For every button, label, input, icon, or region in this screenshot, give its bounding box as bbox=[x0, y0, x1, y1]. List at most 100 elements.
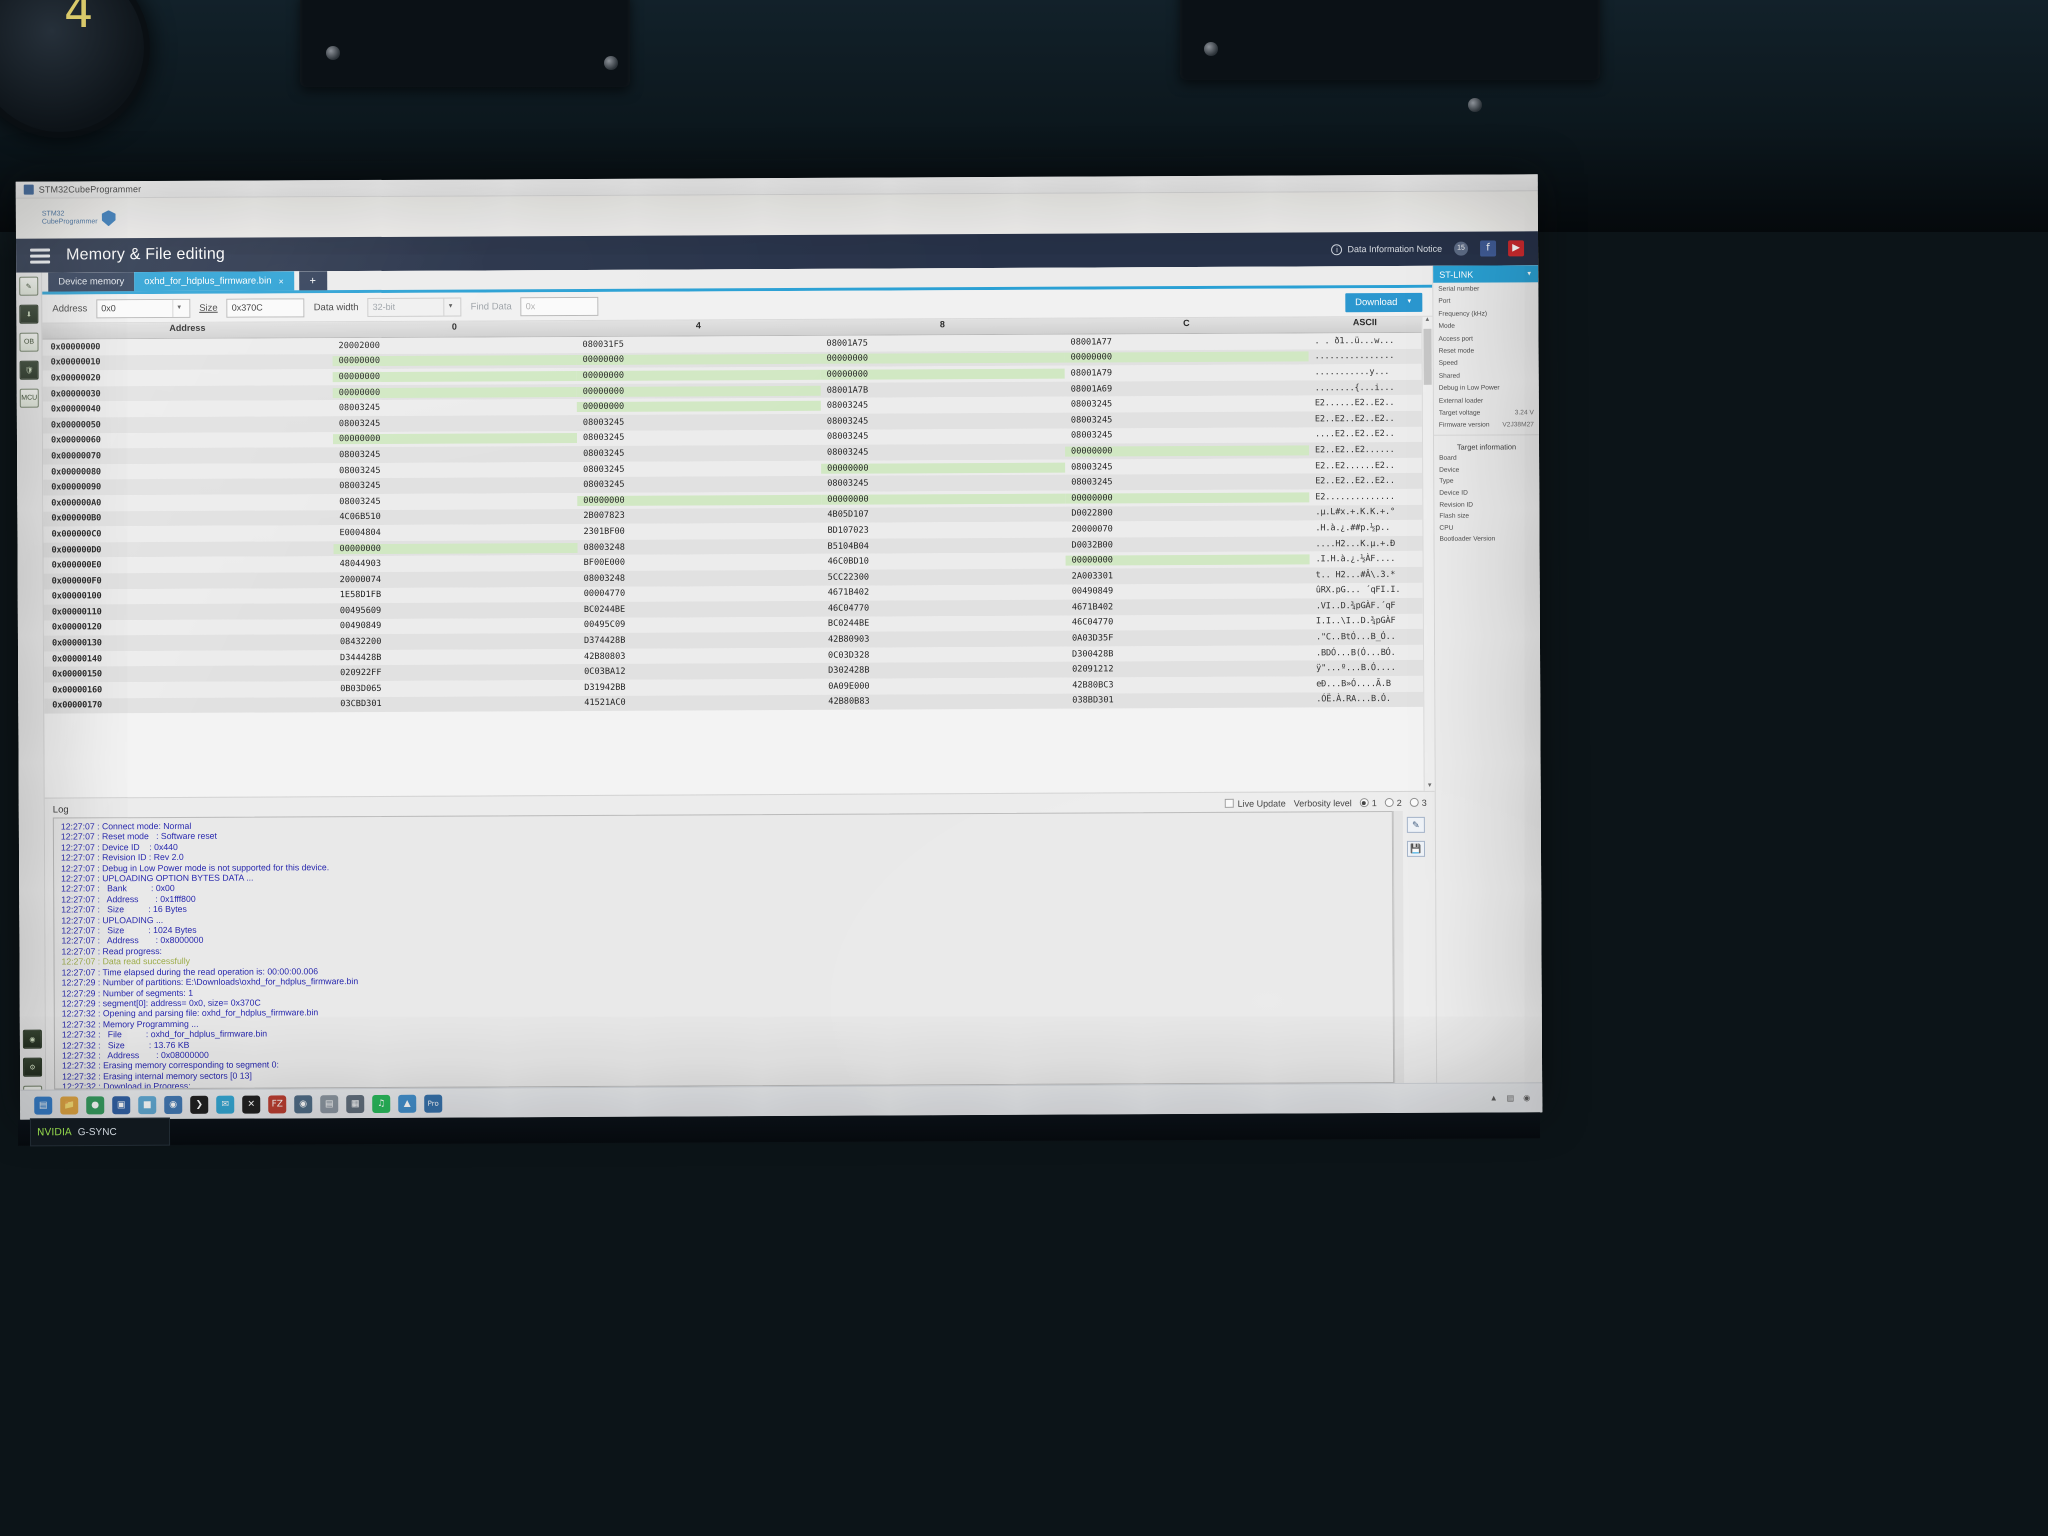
hex-cell[interactable]: 08432200 bbox=[339, 637, 382, 648]
tab-firmware-file[interactable]: oxhd_for_hdplus_firmware.bin × bbox=[134, 271, 294, 292]
checkbox-icon[interactable] bbox=[1224, 798, 1234, 808]
chevron-down-icon[interactable]: ▼ bbox=[1526, 270, 1533, 277]
hex-cell[interactable]: 080031F5 bbox=[582, 339, 624, 350]
hex-cell[interactable]: 2B007823 bbox=[583, 511, 625, 522]
hex-cell[interactable]: 08003245 bbox=[1071, 477, 1113, 488]
download-button[interactable]: Download ▼ bbox=[1345, 292, 1423, 312]
save-log-icon[interactable]: 💾 bbox=[1406, 840, 1426, 857]
hex-cell[interactable]: 00490849 bbox=[1071, 586, 1114, 597]
hex-cell[interactable]: 08003245 bbox=[1071, 461, 1113, 473]
hex-cell[interactable]: 42B80803 bbox=[584, 651, 626, 662]
hex-cell[interactable]: 00000000 bbox=[820, 352, 1065, 365]
hex-cell[interactable]: 00004770 bbox=[583, 589, 626, 600]
mcu-icon[interactable]: MCU bbox=[19, 388, 39, 408]
hex-cell[interactable]: 08003245 bbox=[339, 449, 381, 461]
stlink-panel-header[interactable]: ST-LINK ▼ bbox=[1433, 265, 1539, 283]
radio-icon[interactable] bbox=[1409, 797, 1419, 807]
hex-cell[interactable]: D31942BB bbox=[584, 682, 626, 693]
hex-cell[interactable]: 0C03BA12 bbox=[584, 667, 626, 678]
terminal-icon[interactable]: ❯ bbox=[190, 1095, 209, 1114]
hex-cell[interactable]: D0022800 bbox=[1071, 508, 1113, 519]
hex-cell[interactable]: 42B80BC3 bbox=[1072, 680, 1114, 691]
hex-cell[interactable]: 03CBD301 bbox=[340, 699, 382, 710]
tray-volume-icon[interactable]: ◉ bbox=[1523, 1093, 1531, 1103]
hex-cell[interactable]: 038BD301 bbox=[1072, 695, 1114, 707]
hex-cell[interactable]: 20000074 bbox=[339, 574, 382, 585]
chrome-icon[interactable]: ● bbox=[86, 1095, 105, 1114]
hex-cell[interactable]: 0C03D328 bbox=[828, 650, 870, 661]
hex-cell[interactable]: 00000000 bbox=[333, 542, 578, 554]
hex-cell[interactable]: D374428B bbox=[583, 635, 626, 647]
hex-cell[interactable]: 00000000 bbox=[576, 400, 821, 413]
mail-icon[interactable]: ✉ bbox=[216, 1095, 235, 1114]
hex-cell[interactable]: 08003245 bbox=[338, 418, 381, 429]
hex-cell[interactable]: 08003245 bbox=[338, 403, 381, 414]
hex-cell[interactable]: 4B05D107 bbox=[827, 509, 869, 521]
hex-cell[interactable]: BF00E000 bbox=[583, 557, 626, 569]
hex-cell[interactable]: 08003245 bbox=[826, 431, 869, 443]
hex-cell[interactable]: 08003245 bbox=[583, 448, 625, 459]
find-data-input[interactable]: 0x bbox=[520, 296, 599, 316]
hex-cell[interactable]: 08001A77 bbox=[1070, 337, 1112, 348]
facebook-icon[interactable]: f bbox=[1480, 240, 1497, 257]
hex-cell[interactable]: B5104B04 bbox=[827, 541, 869, 552]
verbosity-option-1[interactable]: 1 bbox=[1359, 798, 1377, 808]
hex-cell[interactable]: 08003245 bbox=[583, 464, 625, 475]
hex-cell[interactable]: BD107023 bbox=[827, 525, 869, 536]
start-icon[interactable]: ▤ bbox=[34, 1096, 53, 1115]
hex-cell[interactable]: 08003245 bbox=[583, 479, 625, 491]
chevron-down-icon[interactable]: ▼ bbox=[172, 299, 186, 317]
hex-cell[interactable]: 0B03D065 bbox=[340, 683, 382, 695]
edit-pencil-icon[interactable]: ✎ bbox=[19, 276, 39, 296]
hex-cell[interactable]: 020922FF bbox=[340, 668, 382, 679]
scroll-up-icon[interactable]: ▲ bbox=[1424, 316, 1431, 323]
hex-cell[interactable]: 4C06B510 bbox=[339, 512, 381, 523]
add-tab-button[interactable]: + bbox=[298, 271, 327, 291]
gear-icon[interactable]: ⚙ bbox=[22, 1057, 43, 1077]
disc-icon[interactable]: ◉ bbox=[294, 1094, 313, 1113]
tray-expand-icon[interactable]: ▲ bbox=[1489, 1093, 1498, 1103]
hex-cell[interactable]: 08003248 bbox=[583, 573, 626, 584]
hex-cell[interactable]: 08003245 bbox=[826, 416, 869, 427]
hex-cell[interactable]: 00495609 bbox=[339, 605, 382, 617]
clear-log-icon[interactable]: ✎ bbox=[1406, 816, 1425, 833]
notification-badge[interactable]: 15 bbox=[1454, 241, 1469, 256]
hex-cell[interactable]: 02091212 bbox=[1072, 664, 1114, 675]
data-width-select[interactable]: 32-bit ▼ bbox=[367, 297, 462, 317]
hex-cell[interactable]: 08003245 bbox=[339, 465, 381, 476]
verbosity-option-3[interactable]: 3 bbox=[1409, 797, 1427, 808]
hex-cell[interactable]: 0A09E000 bbox=[828, 681, 870, 692]
hex-cell[interactable]: 00000000 bbox=[332, 370, 577, 383]
hex-cell[interactable]: D0032B00 bbox=[1071, 539, 1113, 551]
radio-icon[interactable] bbox=[1384, 797, 1394, 808]
photos-icon[interactable]: ■ bbox=[138, 1095, 157, 1114]
data-information-notice[interactable]: i Data Information Notice bbox=[1331, 243, 1442, 255]
hex-cell[interactable]: 4671B402 bbox=[1071, 602, 1114, 613]
hex-cell[interactable]: 08001A75 bbox=[826, 338, 868, 349]
hex-cell[interactable]: 00490849 bbox=[339, 621, 382, 632]
hex-cell[interactable]: 46C04770 bbox=[827, 603, 870, 614]
hex-cell[interactable]: D300428B bbox=[1072, 649, 1114, 660]
hex-cell[interactable]: 08003245 bbox=[827, 478, 869, 489]
hex-cell[interactable]: BC0244BE bbox=[583, 604, 626, 615]
x-icon[interactable]: ✕ bbox=[242, 1095, 261, 1114]
pro-icon[interactable]: Pro bbox=[424, 1094, 443, 1113]
hex-cell[interactable]: 00000000 bbox=[820, 368, 1065, 380]
hamburger-icon[interactable] bbox=[30, 248, 51, 264]
youtube-icon[interactable]: ▶ bbox=[1508, 240, 1525, 257]
hex-cell[interactable]: 00000000 bbox=[1064, 351, 1309, 363]
hex-cell[interactable]: 08003245 bbox=[827, 447, 869, 458]
hex-cell[interactable]: 00000000 bbox=[332, 355, 577, 367]
hex-cell[interactable]: 00000000 bbox=[1065, 445, 1310, 457]
hex-cell[interactable]: 08003245 bbox=[582, 433, 625, 444]
hex-cell[interactable]: 00000000 bbox=[821, 493, 1066, 505]
hex-cell[interactable]: 08001A69 bbox=[1070, 383, 1113, 395]
close-icon[interactable]: × bbox=[278, 275, 284, 286]
hex-cell[interactable]: 00000000 bbox=[576, 385, 821, 397]
hex-cell[interactable]: 41521AC0 bbox=[584, 698, 626, 709]
blue-icon[interactable]: ▲ bbox=[398, 1094, 417, 1113]
hex-cell[interactable]: 08003245 bbox=[826, 400, 869, 411]
hex-cell[interactable]: 2A003301 bbox=[1071, 571, 1114, 582]
hex-cell[interactable]: 08003245 bbox=[582, 417, 625, 428]
hex-cell[interactable]: D344428B bbox=[340, 652, 382, 663]
